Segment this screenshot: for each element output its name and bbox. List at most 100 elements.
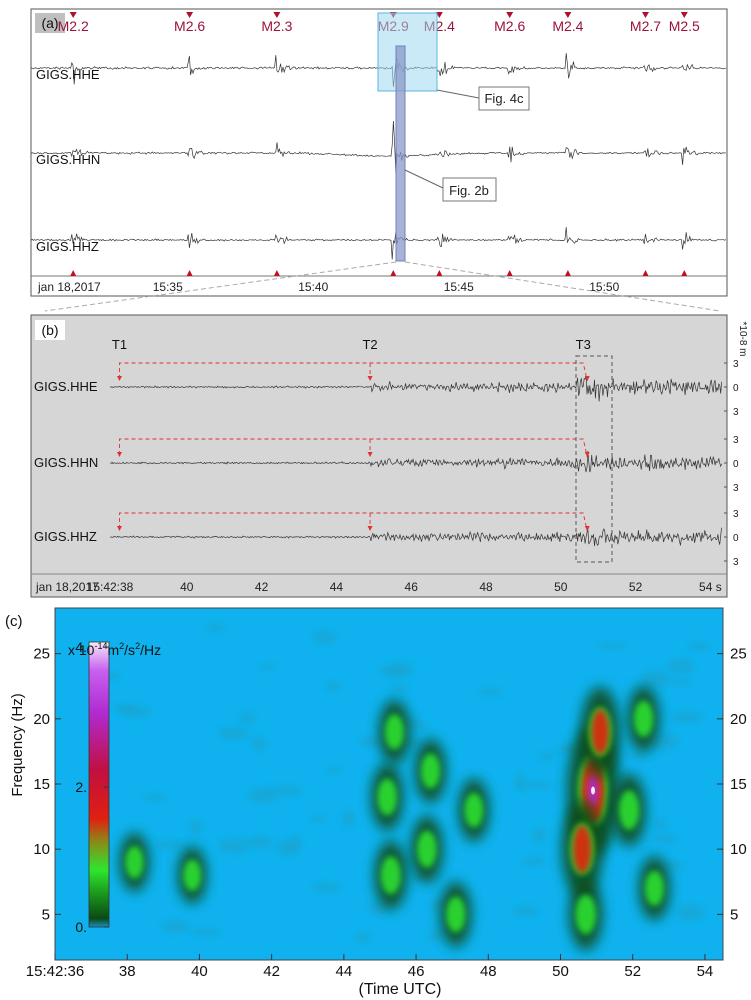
callout-2b-box [442, 177, 497, 202]
time-tick-label: 54 s [699, 580, 722, 594]
channel-label: GIGS.HHE [36, 67, 100, 82]
energy-texture [247, 835, 274, 850]
energy-texture [326, 765, 342, 774]
energy-peak-max [591, 786, 596, 795]
panel-b-label: (b) [41, 322, 58, 338]
energy-texture [271, 785, 303, 797]
spectrogram-axes: 15:42:36 38 40 42 44 46 48 50 52 54 5 5 10 10 15 15 20 20… [26, 646, 747, 980]
colorbar-ticks: 4. 2. 0. [75, 639, 109, 935]
phase-arrow-icon [584, 376, 590, 381]
callout-4c-leader [436, 89, 480, 99]
channel-label: GIGS.HHN [36, 152, 100, 167]
energy-blob-core [575, 894, 596, 935]
x-tick-label: 54 [697, 963, 714, 980]
y-tick-label-right: 25 [730, 646, 747, 663]
energy-texture [218, 837, 250, 854]
energy-blob-core [446, 896, 466, 933]
event-magnitude-label: M2.6 [174, 18, 205, 34]
time-tick-label: 15:45 [444, 280, 474, 294]
y-tick-label: 25 [33, 646, 50, 663]
event-magnitude-label: M2.7 [630, 18, 661, 34]
spectrogram-energy [97, 622, 712, 951]
y-tick-label-right: 5 [730, 906, 738, 923]
energy-texture [311, 882, 341, 893]
callout-2b-label: Fig. 2b [449, 183, 489, 198]
time-tick-label: 50 [554, 580, 568, 594]
time-tick-label: 46 [405, 580, 419, 594]
start-time-label-b: 15:42:38 [87, 580, 134, 594]
phase-arrow-icon [584, 526, 590, 531]
energy-texture [512, 905, 539, 917]
x-tick-label: 15:42:36 [26, 963, 84, 980]
panel-a-label-box [35, 13, 65, 33]
energy-blob-core [464, 792, 484, 828]
bottom-event-markers [70, 270, 688, 276]
event-tick-icon [564, 270, 571, 276]
time-tick-label: 52 [629, 580, 643, 594]
phase-arrow-icon [116, 526, 122, 531]
event-marker-icon [506, 12, 514, 18]
x-tick-label: 42 [263, 963, 280, 980]
event-marker-icon [435, 12, 443, 18]
panel-b-frame [30, 314, 728, 598]
channel-label: GIGS.HHN [34, 455, 98, 470]
energy-texture [247, 786, 277, 804]
callout-2b-leader [404, 169, 444, 189]
y-tick-label-right: 10 [730, 841, 747, 858]
fig-2b-highlight [395, 45, 406, 262]
x-tick-label: 40 [191, 963, 208, 980]
phase-arrow-icon [116, 452, 122, 457]
channel-label: GIGS.HHZ [36, 239, 99, 254]
energy-texture [341, 809, 356, 828]
y-tick-label: 20 [33, 711, 50, 728]
energy-texture [218, 726, 248, 741]
zoomed-waveform-traces: GIGS.HHE GIGS.HHN GIGS.HHZ [34, 375, 722, 547]
time-tick-label: 44 [330, 580, 344, 594]
x-tick-label: 52 [624, 963, 641, 980]
energy-texture [239, 712, 256, 725]
date-label-b: jan 18,2017 [35, 580, 99, 594]
zoomed-waveform-trace [109, 527, 722, 547]
energy-texture [354, 932, 371, 943]
y-tick-label: 15 [33, 776, 50, 793]
energy-texture [625, 753, 650, 760]
panel-a: (a) M2.2M2.6M2.3M2.9M2.4M2.6M2.4M2.7M2.5… [30, 8, 728, 297]
fig-4c-highlight [377, 12, 438, 92]
energy-texture [595, 642, 627, 650]
waveform-trace [30, 120, 726, 173]
time-tick-label: 15:50 [589, 280, 619, 294]
energy-texture [389, 684, 410, 693]
event-tick-icon [642, 270, 649, 276]
y-tick-label: 5 [42, 906, 50, 923]
time-tick-label: 48 [479, 580, 493, 594]
energy-blob-core [421, 753, 441, 789]
event-marker-icon [680, 12, 688, 18]
energy-texture [259, 663, 276, 671]
energy-texture [288, 835, 303, 854]
energy-blob-core [618, 790, 640, 830]
amplitude-tick-label: 3 [733, 435, 739, 446]
energy-texture [478, 688, 503, 697]
energy-texture [514, 773, 527, 792]
event-tick-icon [273, 270, 280, 276]
channel-label: GIGS.HHZ [34, 529, 97, 544]
waveform-trace [30, 227, 726, 260]
event-marker-icon [69, 12, 77, 18]
phase-arrow-icon [116, 376, 122, 381]
time-tick-labels: 15:35 15:40 15:45 15:50 [153, 280, 620, 294]
energy-blob-core [384, 714, 404, 750]
event-tick-icon [506, 270, 513, 276]
energy-blob-core [377, 778, 397, 816]
colorbar-tick-label: 4. [75, 639, 87, 655]
energy-texture [143, 793, 166, 802]
energy-texture [676, 904, 705, 921]
amplitude-tick-label: 3 [733, 509, 739, 520]
event-magnitude-label: M2.6 [494, 18, 525, 34]
energy-texture [640, 669, 671, 687]
event-marker-icon [641, 12, 649, 18]
x-tick-label: 50 [552, 963, 569, 980]
x-tick-label: 38 [119, 963, 136, 980]
energy-texture [522, 856, 547, 866]
energy-texture [191, 928, 222, 936]
